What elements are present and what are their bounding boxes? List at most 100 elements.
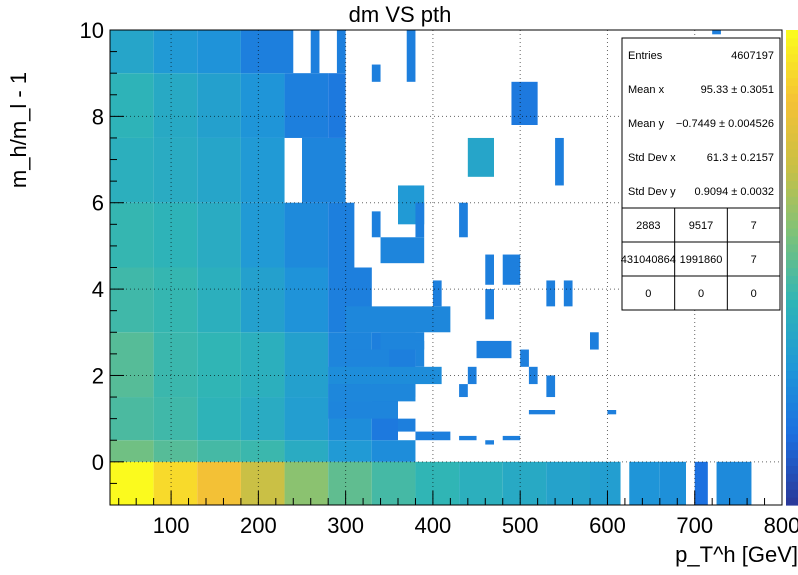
- stats-value: 61.3 ± 0.2157: [707, 152, 774, 164]
- colorbar-segment: [786, 489, 798, 498]
- stats-label: Std Dev x: [628, 152, 676, 164]
- colorbar-segment: [786, 259, 798, 269]
- heatmap-cell: [197, 202, 241, 268]
- heatmap-cell: [197, 73, 241, 138]
- colorbar-segment: [786, 267, 798, 277]
- y-tick-label: 0: [92, 450, 104, 475]
- heatmap-cell: [328, 366, 442, 385]
- colorbar-segment: [786, 441, 798, 451]
- colorbar-segment: [786, 291, 798, 300]
- colorbar-segment: [786, 30, 798, 39]
- colorbar-segment: [786, 275, 798, 284]
- heatmap-cell: [380, 332, 425, 350]
- heatmap-cell: [240, 202, 285, 268]
- colorbar-segment: [786, 45, 798, 55]
- heatmap-cell: [197, 332, 241, 398]
- colorbar-segment: [786, 251, 798, 261]
- x-tick-label: 800: [764, 513, 798, 538]
- heatmap-cell: [328, 401, 398, 419]
- heatmap-cell: [240, 73, 285, 138]
- colorbar-segment: [786, 346, 798, 356]
- colorbar-segment: [786, 204, 798, 213]
- heatmap-cell: [328, 384, 416, 402]
- heatmap-cell: [485, 289, 494, 320]
- colorbar-segment: [786, 481, 798, 490]
- heatmap-cell: [432, 280, 442, 307]
- colorbar-segment: [786, 394, 798, 403]
- colorbar-segment: [786, 196, 798, 205]
- heatmap-cell: [197, 267, 241, 333]
- colorbar-segment: [786, 180, 798, 189]
- colorbar-segment: [786, 433, 798, 443]
- heatmap-cell: [528, 410, 556, 415]
- heatmap-cell: [110, 332, 154, 398]
- heatmap-cell: [371, 64, 381, 82]
- x-axis: 100 200 300 400 500 600 700 800: [118, 491, 798, 538]
- heatmap-cell: [240, 30, 294, 74]
- colorbar-segment: [786, 37, 798, 47]
- heatmap-cell: [302, 137, 346, 203]
- stats-value: 0.9094 ± 0.0032: [695, 186, 774, 198]
- colorbar-segment: [786, 315, 798, 324]
- heatmap-cell: [110, 397, 154, 441]
- colorbar-segment: [786, 77, 798, 87]
- heatmap-cell: [485, 254, 494, 285]
- heatmap-cell: [415, 340, 425, 367]
- colorbar-segment: [786, 164, 798, 174]
- heatmap-cell: [153, 73, 198, 138]
- colorbar-segment: [786, 140, 798, 150]
- colorbar-segment: [786, 362, 798, 372]
- heatmap-cell: [153, 30, 198, 74]
- heatmap-cell: [284, 440, 329, 462]
- heatmap-cell: [310, 30, 320, 74]
- heatmap-cells: [110, 30, 752, 505]
- heatmap-cell: [328, 440, 372, 462]
- heatmap-cell: [563, 280, 573, 307]
- heatmap-cell: [546, 375, 556, 398]
- colorbar-segment: [786, 172, 798, 182]
- stats-value: 95.33 ± 0.3051: [701, 84, 774, 96]
- y-tick-label: 6: [92, 191, 104, 216]
- y-tick-label: 2: [92, 363, 104, 388]
- colorbar-segment: [786, 465, 798, 474]
- heatmap-cell: [110, 137, 154, 203]
- heatmap-cell: [459, 202, 468, 238]
- heatmap-cell: [659, 461, 686, 505]
- heatmap-cell: [502, 461, 547, 505]
- colorbar-segment: [786, 410, 798, 419]
- heatmap-cell: [629, 461, 660, 505]
- heatmap-cell: [284, 332, 329, 398]
- heatmap-cell: [197, 137, 241, 203]
- x-tick-label: 100: [153, 513, 190, 538]
- stats-grid-cell: 0: [751, 288, 757, 300]
- colorbar-segment: [786, 212, 798, 221]
- colorbar-segment: [786, 243, 798, 253]
- stats-label: Mean y: [628, 118, 665, 130]
- colorbar-segment: [786, 220, 798, 229]
- heatmap-cell: [467, 137, 494, 177]
- x-tick-label: 600: [589, 513, 626, 538]
- heatmap-cell: [476, 340, 512, 359]
- x-tick-label: 200: [240, 513, 277, 538]
- colorbar-segment: [786, 227, 798, 237]
- colorbar-segment: [786, 307, 798, 316]
- heatmap-cell: [371, 211, 381, 238]
- colorbar-segment: [786, 132, 798, 142]
- colorbar-segment: [786, 449, 798, 459]
- colorbar-segment: [786, 109, 798, 118]
- heatmap-cell: [336, 30, 346, 74]
- colorbar-segment: [786, 299, 798, 308]
- heatmap-cell: [415, 461, 460, 505]
- stats-label: Mean x: [628, 84, 665, 96]
- stats-box-frame: [621, 37, 781, 311]
- heatmap-cell: [459, 384, 468, 398]
- heatmap-cell: [590, 461, 621, 505]
- colorbar-segment: [786, 457, 798, 467]
- colorbar-segment: [786, 69, 798, 79]
- heatmap-cell: [546, 461, 590, 505]
- heatmap-cell: [345, 306, 451, 333]
- heatmap-cell: [459, 435, 477, 441]
- heatmap-cell: [110, 440, 154, 462]
- heatmap-cell: [153, 202, 198, 268]
- heatmap-cell: [398, 418, 416, 432]
